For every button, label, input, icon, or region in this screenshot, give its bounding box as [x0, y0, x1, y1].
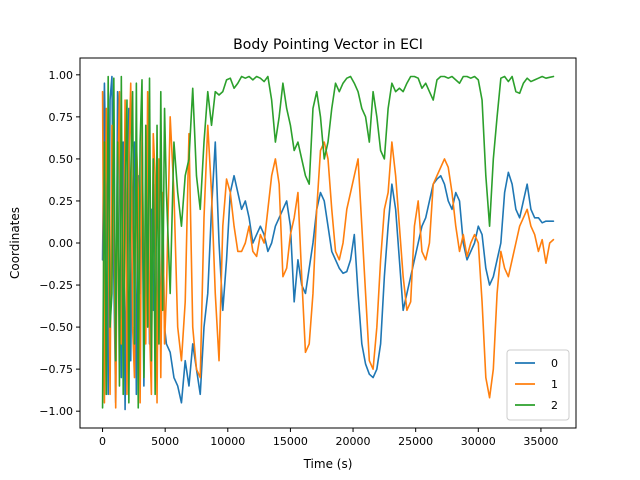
- y-axis-label: Coordinates: [8, 207, 22, 279]
- series-layer: [101, 75, 555, 411]
- legend: 0 1 2: [506, 349, 570, 421]
- y-tick-label: −0.25: [39, 279, 73, 292]
- x-axis-label: Time (s): [303, 457, 353, 471]
- x-tick-label: 35000: [523, 435, 558, 448]
- y-tick-label: −0.50: [39, 321, 73, 334]
- x-tick-label: 10000: [210, 435, 245, 448]
- legend-label-0: 0: [551, 357, 558, 370]
- plot-area: 0 5000 10000 15000 20000 25000 30000 35000 −1.0…: [39, 57, 577, 448]
- x-tick-label: 15000: [273, 435, 308, 448]
- chart-title: Body Pointing Vector in ECI: [233, 37, 423, 53]
- x-tick-label: 0: [99, 435, 106, 448]
- y-tick-label: 0.00: [49, 237, 74, 250]
- series-line-2: [101, 75, 555, 409]
- y-tick-label: 0.75: [49, 111, 74, 124]
- x-tick-label: 5000: [151, 435, 179, 448]
- y-tick-label: 0.50: [49, 153, 74, 166]
- y-tick-label: −1.00: [39, 405, 73, 418]
- legend-label-2: 2: [551, 399, 558, 412]
- x-tick-label: 20000: [336, 435, 371, 448]
- x-tick-label: 25000: [398, 435, 433, 448]
- y-tick-label: 0.25: [49, 195, 74, 208]
- legend-box: [506, 349, 570, 421]
- legend-label-1: 1: [551, 378, 558, 391]
- y-axis-ticks: −1.00 −0.75 −0.50 −0.25 0.00 0.25 0.50 0.75 1.00: [39, 69, 80, 418]
- y-tick-label: 1.00: [49, 69, 74, 82]
- x-tick-label: 30000: [461, 435, 496, 448]
- series-line-1: [101, 82, 555, 409]
- y-tick-label: −0.75: [39, 363, 73, 376]
- x-axis-ticks: 0 5000 10000 15000 20000 25000 30000 35000: [99, 428, 558, 448]
